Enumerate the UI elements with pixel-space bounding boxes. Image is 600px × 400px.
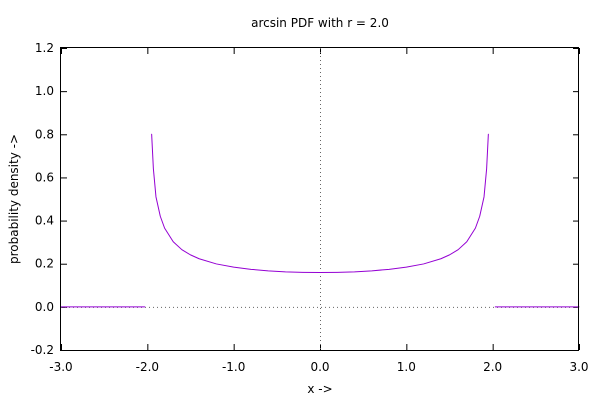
x-tick-label: 1.0 — [397, 360, 416, 374]
y-tick-label: 1.0 — [35, 84, 54, 98]
y-tick-label: 1.2 — [35, 41, 54, 55]
x-tick-label: -3.0 — [49, 360, 72, 374]
series-lines — [60, 133, 580, 308]
x-tick-label: 3.0 — [569, 360, 588, 374]
tick-marks — [61, 48, 580, 351]
x-tick-label: -1.0 — [222, 360, 245, 374]
y-tick-label: -0.2 — [31, 343, 54, 357]
plot-frame — [60, 47, 579, 351]
y-tick-label: 0.4 — [35, 214, 54, 228]
y-tick-label: 0.6 — [35, 170, 54, 184]
chart-title: arcsin PDF with r = 2.0 — [251, 16, 389, 30]
y-axis-label: probability density -> — [7, 134, 21, 264]
y-tick-label: 0.2 — [35, 257, 54, 271]
y-tick-label: 0.8 — [35, 127, 54, 141]
y-tick-label: 0.0 — [35, 300, 54, 314]
x-axis-label: x -> — [307, 382, 332, 396]
x-tick-label: 0.0 — [310, 360, 329, 374]
x-tick-label: -2.0 — [136, 360, 159, 374]
tick-labels: -3.0 -2.0 -1.0 0.0 1.0 2.0 3.0 -0.2 0.0 0.2 0.4 0.6… — [31, 41, 589, 374]
series-0-segment-1 — [151, 133, 489, 274]
x-tick-label: 2.0 — [483, 360, 502, 374]
